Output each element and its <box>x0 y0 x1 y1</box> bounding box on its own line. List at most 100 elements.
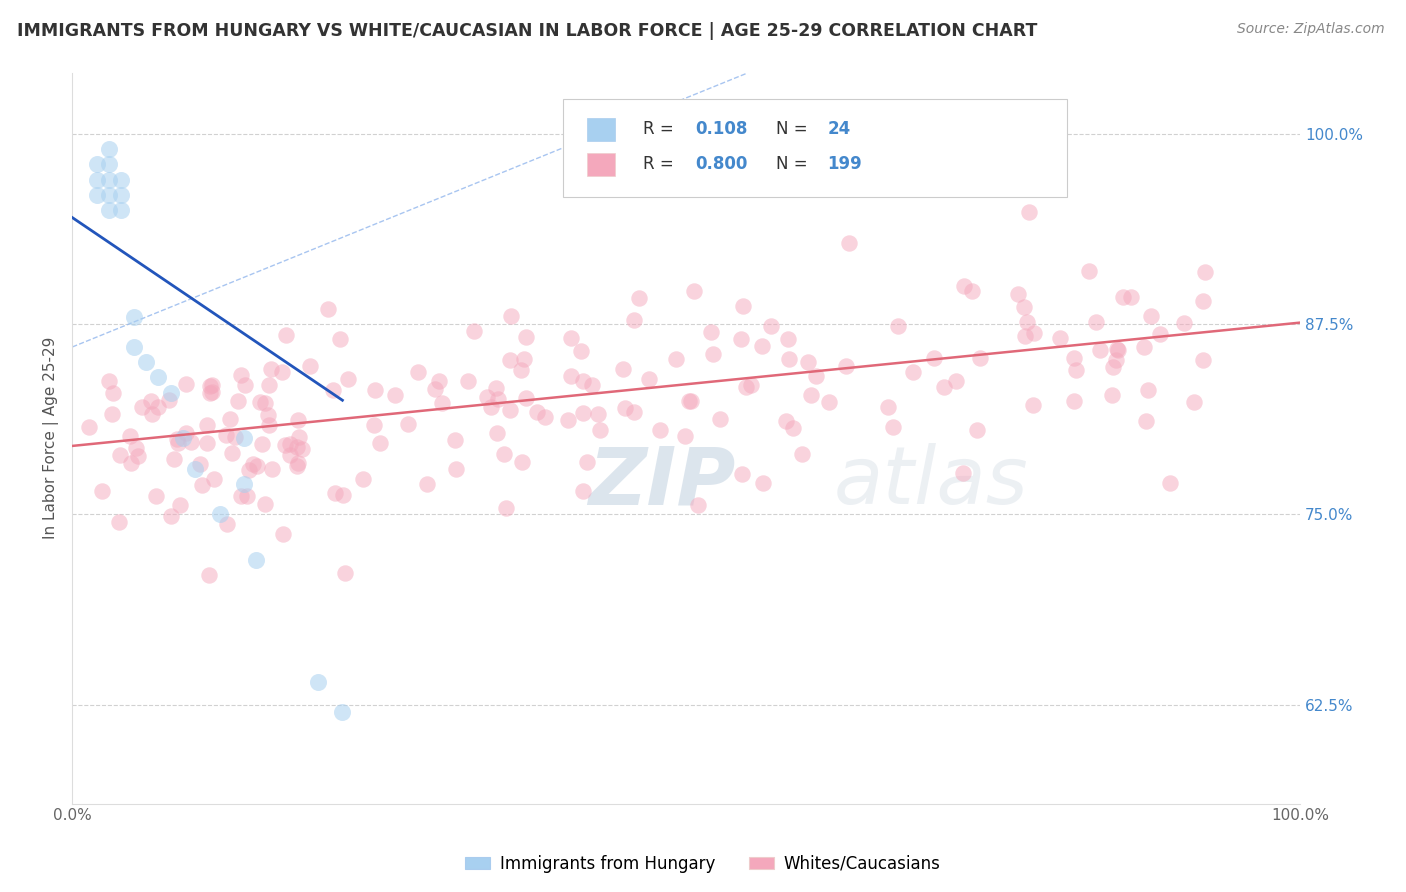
Point <box>1063 351 1085 366</box>
Point <box>110 187 132 202</box>
Point <box>751 339 773 353</box>
Point <box>709 412 731 426</box>
Point <box>180 435 202 450</box>
Point <box>1173 317 1195 331</box>
Point <box>557 413 579 427</box>
Point <box>1192 353 1215 368</box>
Point <box>877 400 900 414</box>
Point <box>336 371 359 385</box>
Point <box>141 407 163 421</box>
Point <box>515 330 537 344</box>
Point <box>678 394 700 409</box>
Point <box>1112 290 1135 304</box>
Point <box>166 432 188 446</box>
FancyBboxPatch shape <box>586 153 614 176</box>
Point <box>273 526 295 541</box>
Text: R =: R = <box>643 120 679 138</box>
Point <box>1014 329 1036 343</box>
Point <box>287 459 309 474</box>
Point <box>804 369 827 384</box>
Point <box>79 420 101 434</box>
Text: 199: 199 <box>827 155 862 173</box>
Point <box>761 318 783 333</box>
Point <box>215 428 238 442</box>
Point <box>145 489 167 503</box>
Point <box>364 383 387 397</box>
Point <box>1105 353 1128 368</box>
Point <box>127 449 149 463</box>
Point <box>169 498 191 512</box>
Point <box>231 368 253 382</box>
Point <box>406 365 429 379</box>
Point <box>775 413 797 427</box>
Point <box>1022 398 1045 412</box>
Point <box>485 380 508 394</box>
Point <box>569 343 592 358</box>
Text: IMMIGRANTS FROM HUNGARY VS WHITE/CAUCASIAN IN LABOR FORCE | AGE 25-29 CORRELATIO: IMMIGRANTS FROM HUNGARY VS WHITE/CAUCASI… <box>17 22 1038 40</box>
Point <box>332 706 354 720</box>
Point <box>427 374 450 388</box>
Point <box>291 442 314 457</box>
Point <box>1149 326 1171 341</box>
Point <box>730 332 752 346</box>
Point <box>432 395 454 409</box>
Point <box>98 172 121 186</box>
Point <box>91 483 114 498</box>
Point <box>148 401 170 415</box>
Point <box>148 370 170 384</box>
Point <box>733 299 755 313</box>
Point <box>197 436 219 450</box>
Text: 0.800: 0.800 <box>695 155 747 173</box>
Point <box>1133 340 1156 354</box>
Point <box>201 385 224 400</box>
Point <box>510 363 533 377</box>
Point <box>969 351 991 366</box>
Point <box>792 447 814 461</box>
Point <box>492 447 515 461</box>
Point <box>513 352 536 367</box>
Point <box>800 388 823 402</box>
Point <box>157 392 180 407</box>
Point <box>835 359 858 373</box>
Point <box>141 394 163 409</box>
Point <box>122 310 145 324</box>
Point <box>167 436 190 450</box>
Point <box>1007 287 1029 301</box>
Text: N =: N = <box>776 155 813 173</box>
Point <box>226 394 249 409</box>
Point <box>184 461 207 475</box>
Point <box>1012 300 1035 314</box>
Point <box>98 187 121 202</box>
Point <box>1105 342 1128 356</box>
Point <box>233 477 256 491</box>
Point <box>131 401 153 415</box>
Point <box>110 202 132 217</box>
FancyBboxPatch shape <box>564 98 1067 197</box>
Point <box>475 390 498 404</box>
Point <box>135 355 157 369</box>
Point <box>688 498 710 512</box>
Point <box>98 157 121 171</box>
Point <box>887 318 910 333</box>
Point <box>901 364 924 378</box>
Point <box>495 500 517 515</box>
Point <box>838 235 860 250</box>
Point <box>86 187 108 202</box>
Point <box>1159 475 1181 490</box>
Point <box>960 284 983 298</box>
Point <box>782 421 804 435</box>
Point <box>416 476 439 491</box>
Point <box>163 451 186 466</box>
Point <box>253 498 276 512</box>
Point <box>108 449 131 463</box>
Point <box>463 324 485 338</box>
Point <box>198 568 221 582</box>
Point <box>307 674 329 689</box>
Point <box>1194 265 1216 279</box>
Point <box>485 425 508 440</box>
Point <box>257 409 280 423</box>
Point <box>512 455 534 469</box>
Point <box>287 456 309 470</box>
Point <box>882 420 904 434</box>
Point <box>499 402 522 417</box>
